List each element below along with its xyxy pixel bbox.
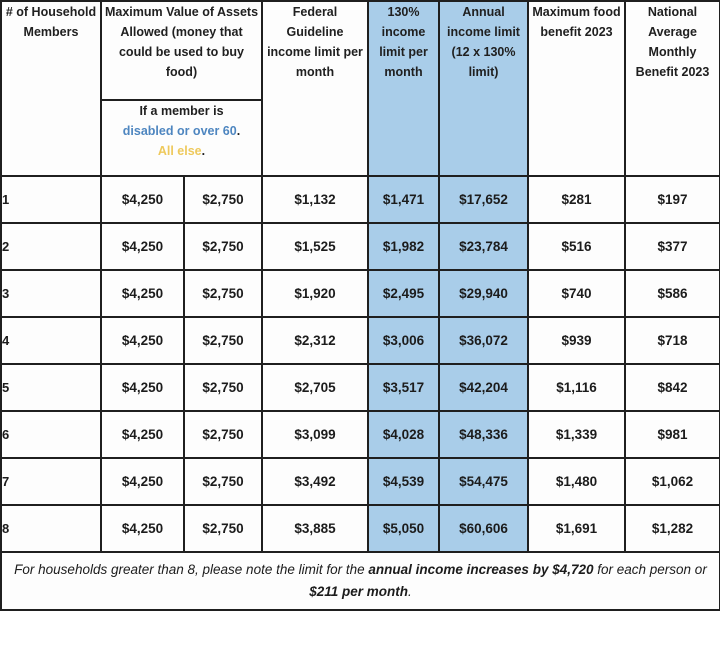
cell-assets-disabled: $4,250 xyxy=(100,504,185,553)
header-row-sub: If a member is disabled or over 60. All … xyxy=(1,99,720,177)
header-row-top: # of Household Members Maximum Value of … xyxy=(0,0,720,177)
cell-natl-avg-benefit: $586 xyxy=(624,269,720,318)
cell-federal-limit: $3,885 xyxy=(261,504,369,553)
cell-130pct-limit: $5,050 xyxy=(367,504,440,553)
footnote-text: For households greater than 8, please no… xyxy=(0,551,720,611)
cell-annual-limit: $60,606 xyxy=(438,504,529,553)
cell-annual-limit: $23,784 xyxy=(438,222,529,271)
cell-130pct-limit: $3,006 xyxy=(367,316,440,365)
table-row: 2 $4,250 $2,750 $1,525 $1,982 $23,784 $5… xyxy=(0,222,720,271)
cell-household-members: 6 xyxy=(0,410,102,459)
cell-household-members: 7 xyxy=(0,457,102,506)
footnote-part2: for each person or xyxy=(593,561,707,577)
table-row: 1 $4,250 $2,750 $1,132 $1,471 $17,652 $2… xyxy=(0,175,720,224)
cell-natl-avg-benefit: $197 xyxy=(624,175,720,224)
assets-sub-all-else-period: . xyxy=(201,144,206,158)
cell-assets-disabled: $4,250 xyxy=(100,457,185,506)
cell-max-benefit: $740 xyxy=(527,269,626,318)
cell-household-members: 3 xyxy=(0,269,102,318)
table-row: 5 $4,250 $2,750 $2,705 $3,517 $42,204 $1… xyxy=(0,363,720,412)
cell-assets-other: $2,750 xyxy=(183,175,263,224)
header-assets-conditions: If a member is disabled or over 60. All … xyxy=(100,99,263,177)
cell-assets-other: $2,750 xyxy=(183,363,263,412)
cell-130pct-limit: $2,495 xyxy=(367,269,440,318)
cell-natl-avg-benefit: $377 xyxy=(624,222,720,271)
cell-assets-disabled: $4,250 xyxy=(100,222,185,271)
cell-assets-disabled: $4,250 xyxy=(100,175,185,224)
header-assets-allowed: Maximum Value of Assets Allowed (money t… xyxy=(100,0,263,101)
cell-assets-disabled: $4,250 xyxy=(100,269,185,318)
cell-federal-limit: $1,920 xyxy=(261,269,369,318)
footnote-bold-annual-increase: annual income increases by $4,720 xyxy=(368,561,594,577)
footnote-part3: . xyxy=(408,584,412,599)
cell-federal-limit: $1,525 xyxy=(261,222,369,271)
cell-annual-limit: $54,475 xyxy=(438,457,529,506)
cell-natl-avg-benefit: $981 xyxy=(624,410,720,459)
assets-sub-all-else-label: All else xyxy=(157,144,202,158)
cell-assets-other: $2,750 xyxy=(183,269,263,318)
cell-max-benefit: $1,116 xyxy=(527,363,626,412)
header-federal-guideline: Federal Guideline income limit per month xyxy=(261,0,369,177)
cell-assets-disabled: $4,250 xyxy=(100,316,185,365)
cell-max-benefit: $1,339 xyxy=(527,410,626,459)
cell-130pct-limit: $1,982 xyxy=(367,222,440,271)
cell-max-benefit: $516 xyxy=(527,222,626,271)
header-max-food-benefit: Maximum food benefit 2023 xyxy=(527,0,626,177)
cell-federal-limit: $3,099 xyxy=(261,410,369,459)
table-row: 4 $4,250 $2,750 $2,312 $3,006 $36,072 $9… xyxy=(0,316,720,365)
cell-max-benefit: $1,691 xyxy=(527,504,626,553)
cell-annual-limit: $36,072 xyxy=(438,316,529,365)
cell-130pct-limit: $4,028 xyxy=(367,410,440,459)
header-household-members: # of Household Members xyxy=(0,0,102,177)
cell-max-benefit: $939 xyxy=(527,316,626,365)
cell-130pct-limit: $1,471 xyxy=(367,175,440,224)
cell-assets-other: $2,750 xyxy=(183,222,263,271)
cell-max-benefit: $1,480 xyxy=(527,457,626,506)
cell-annual-limit: $48,336 xyxy=(438,410,529,459)
cell-annual-limit: $42,204 xyxy=(438,363,529,412)
cell-federal-limit: $2,705 xyxy=(261,363,369,412)
table-row: 3 $4,250 $2,750 $1,920 $2,495 $29,940 $7… xyxy=(0,269,720,318)
assets-sub-disabled-label: disabled or over 60 xyxy=(122,124,237,138)
cell-household-members: 2 xyxy=(0,222,102,271)
cell-federal-limit: $3,492 xyxy=(261,457,369,506)
footnote-row: For households greater than 8, please no… xyxy=(0,551,720,611)
cell-assets-other: $2,750 xyxy=(183,316,263,365)
cell-annual-limit: $29,940 xyxy=(438,269,529,318)
footnote-part1: For households greater than 8, please no… xyxy=(14,561,369,577)
cell-assets-disabled: $4,250 xyxy=(100,363,185,412)
cell-max-benefit: $281 xyxy=(527,175,626,224)
cell-federal-limit: $2,312 xyxy=(261,316,369,365)
table-row: 8 $4,250 $2,750 $3,885 $5,050 $60,606 $1… xyxy=(0,504,720,553)
cell-assets-other: $2,750 xyxy=(183,504,263,553)
snap-benefits-table: # of Household Members Maximum Value of … xyxy=(0,0,720,611)
cell-assets-other: $2,750 xyxy=(183,457,263,506)
cell-natl-avg-benefit: $1,062 xyxy=(624,457,720,506)
footnote-bold-monthly-increase: $211 per month xyxy=(309,584,408,599)
header-national-avg-benefit: National Average Monthly Benefit 2023 xyxy=(624,0,720,177)
cell-household-members: 5 xyxy=(0,363,102,412)
cell-natl-avg-benefit: $842 xyxy=(624,363,720,412)
header-130pct-income-limit: 130% income limit per month xyxy=(367,0,440,177)
cell-household-members: 8 xyxy=(0,504,102,553)
cell-130pct-limit: $4,539 xyxy=(367,457,440,506)
header-annual-income-limit: Annual income limit (12 x 130% limit) xyxy=(438,0,529,177)
cell-federal-limit: $1,132 xyxy=(261,175,369,224)
cell-natl-avg-benefit: $1,282 xyxy=(624,504,720,553)
cell-assets-disabled: $4,250 xyxy=(100,410,185,459)
cell-130pct-limit: $3,517 xyxy=(367,363,440,412)
cell-household-members: 4 xyxy=(0,316,102,365)
table-row: 6 $4,250 $2,750 $3,099 $4,028 $48,336 $1… xyxy=(0,410,720,459)
assets-sub-disabled-period: . xyxy=(236,124,241,138)
cell-annual-limit: $17,652 xyxy=(438,175,529,224)
table-row: 7 $4,250 $2,750 $3,492 $4,539 $54,475 $1… xyxy=(0,457,720,506)
cell-assets-other: $2,750 xyxy=(183,410,263,459)
cell-natl-avg-benefit: $718 xyxy=(624,316,720,365)
cell-household-members: 1 xyxy=(0,175,102,224)
assets-sub-line1: If a member is xyxy=(139,104,224,118)
